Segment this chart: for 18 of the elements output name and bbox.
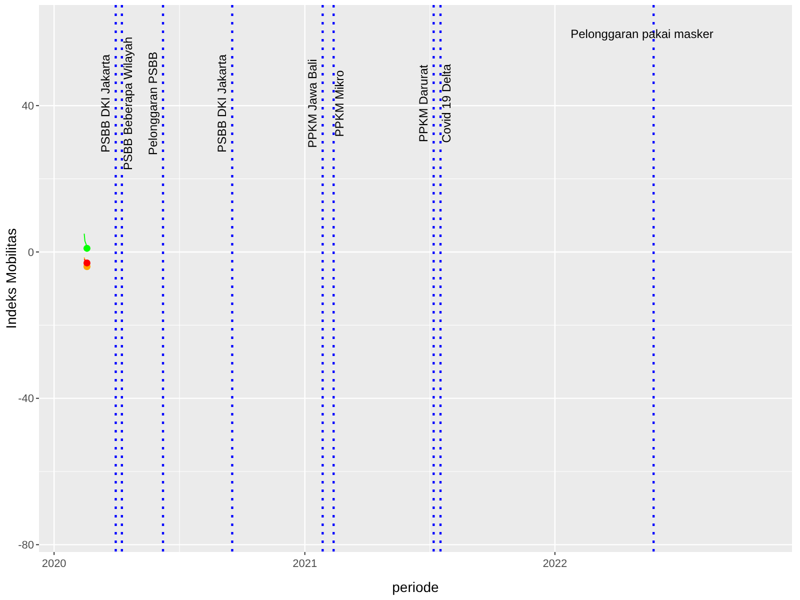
ref-line-label: PSBB DKI Jakarta (98, 54, 113, 152)
y-tick-label: 0 (28, 246, 34, 259)
ref-line-label: PPKM Darurat (416, 64, 431, 142)
ref-line-label: PSBB Beberapa Wilayah (120, 36, 135, 170)
annotation: Pelonggaran pakai masker (570, 27, 714, 42)
ref-line-label: Pelonggaran PSBB (146, 52, 160, 156)
x-tick-label: 2020 (42, 558, 66, 570)
x-axis-title: periode (392, 579, 440, 595)
y-tick-label: -40 (18, 393, 34, 406)
y-tick-label: 40 (22, 100, 34, 112)
x-tick-label: 2022 (542, 558, 568, 570)
y-axis-title: Indeks Mobilitas (3, 228, 19, 329)
y-tick-label: -80 (18, 540, 34, 552)
ref-line-label: Covid 19 Delta (440, 64, 454, 143)
ref-line-label: PSBB DKI Jakarta (215, 54, 230, 152)
x-tick-label: 2021 (292, 558, 318, 570)
ref-line-label: PPKM Jawa Bali (306, 59, 320, 148)
ref-line-label: PPKM Mikro (332, 70, 347, 137)
